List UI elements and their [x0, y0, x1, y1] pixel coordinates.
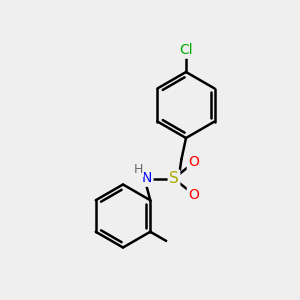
Text: N: N — [142, 172, 152, 185]
Text: H: H — [133, 163, 143, 176]
Text: S: S — [169, 171, 179, 186]
Text: O: O — [188, 188, 199, 202]
Text: Cl: Cl — [179, 44, 193, 57]
Text: O: O — [188, 155, 199, 169]
